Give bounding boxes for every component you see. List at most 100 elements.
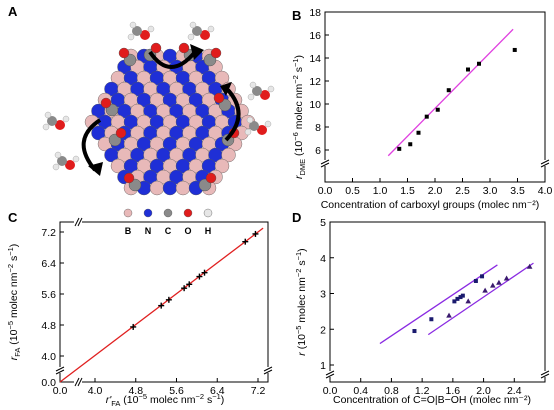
oxygen-atom xyxy=(210,47,222,59)
data-point xyxy=(196,273,203,280)
y-tick-label: 16 xyxy=(309,30,321,42)
x-tick-label: 6.4 xyxy=(210,385,225,397)
oxygen-atom xyxy=(55,120,65,130)
methanol-molecule xyxy=(127,21,155,41)
methanol-molecule xyxy=(187,21,215,41)
dme-molecule xyxy=(52,151,80,171)
axis-break-stroke xyxy=(55,366,65,372)
plot-frame xyxy=(59,221,269,383)
molecules xyxy=(42,21,275,171)
y-tick-label: 8 xyxy=(315,122,321,134)
x-tick-label: 0.0 xyxy=(323,385,338,397)
data-point xyxy=(435,107,440,112)
hydrogen-atom xyxy=(42,123,50,131)
axis-break-mask xyxy=(541,371,549,377)
data-point xyxy=(446,88,451,93)
data-point xyxy=(458,295,463,300)
y-tick-label: 4.8 xyxy=(41,320,56,332)
x-tick-label: 0.0 xyxy=(53,385,68,397)
x-tick-label: 5.6 xyxy=(169,385,184,397)
hydrogen-atom xyxy=(247,93,255,101)
legend-label: N xyxy=(145,226,152,236)
x-tick-label: 3.5 xyxy=(510,185,525,197)
data-point xyxy=(452,299,457,304)
panel-letter-d: D xyxy=(292,210,301,225)
curved-arrow-right xyxy=(224,88,241,142)
methanol-molecule xyxy=(247,81,275,101)
axis-break-stroke xyxy=(77,217,83,227)
data-point xyxy=(201,269,208,276)
hydrogen-atom xyxy=(264,120,272,128)
data-point xyxy=(526,263,533,269)
axis-break-icon xyxy=(540,370,550,379)
data-point xyxy=(429,317,434,322)
data-point xyxy=(130,323,137,330)
axis-break-icon xyxy=(320,159,330,168)
data-point xyxy=(465,298,472,304)
data-point xyxy=(473,278,478,283)
x-tick-label: 1.6 xyxy=(446,385,461,397)
data-point xyxy=(466,67,470,72)
fit-line xyxy=(427,262,534,336)
fit-line xyxy=(379,264,498,345)
carbon-atom xyxy=(132,26,142,36)
plot-frame xyxy=(329,221,546,383)
nitrogen-atom xyxy=(162,180,178,196)
plot-frame xyxy=(324,11,546,183)
axis-break-stroke xyxy=(325,373,335,379)
axis-break-stroke xyxy=(263,366,273,372)
hydrogen-atom xyxy=(72,155,80,163)
x-tick-label: 2.0 xyxy=(476,385,491,397)
y-tick-label: 2 xyxy=(320,324,326,336)
y-tick-label: 4.0 xyxy=(41,351,56,363)
x-tick-label: 1.0 xyxy=(373,185,388,197)
fit-line xyxy=(387,28,514,157)
x-axis-title-d: Concentration of C=O|B−OH (molec nm⁻²) xyxy=(333,394,531,406)
boron-atom xyxy=(175,180,191,196)
oxygen-atom xyxy=(115,127,127,139)
axis-break-stroke xyxy=(540,373,550,379)
panel-d-chart: D 0.0 0.4 0.8 1.2 1.6 2.0 2.4 1 2 3 4 5 r (10−5 mol… xyxy=(292,210,550,406)
y-tick-label: 10 xyxy=(309,99,321,111)
data-point xyxy=(503,275,510,281)
y-tick-label: 0.0 xyxy=(41,377,56,389)
axis-break-stroke xyxy=(540,370,550,376)
y-tick-label: 4 xyxy=(320,253,326,265)
axis-break-mask xyxy=(74,379,82,385)
boron-atom xyxy=(221,147,236,163)
axis-break-mask xyxy=(541,160,549,166)
legend-swatch xyxy=(143,208,153,218)
plot-c: 0.0 4.0 4.8 5.6 6.4 7.2 0.0 4.0 4.8 5.6 6.4 7.2 xyxy=(41,217,273,397)
data-point xyxy=(460,293,465,298)
hydrogen-atom xyxy=(267,85,275,93)
axis-break-mask xyxy=(321,160,329,166)
y-tick-label: 12 xyxy=(309,76,321,88)
panel-b-chart: B 0.0 0.5 1.0 1.5 2.0 2.5 3.0 3.5 4.0 6 8 10 12 14 16 1… xyxy=(291,7,552,211)
axis-break-stroke xyxy=(74,217,80,227)
hydrogen-atom xyxy=(189,21,197,29)
curved-arrow-left xyxy=(81,118,102,172)
y-tick-label: 7.2 xyxy=(41,227,56,239)
hydrogen-atom xyxy=(129,21,137,29)
x-tick-label: 2.4 xyxy=(507,385,522,397)
hydrogen-atom xyxy=(246,116,254,124)
data-point xyxy=(181,285,188,292)
oxygen-atom xyxy=(140,30,150,40)
hydrogen-atom xyxy=(44,111,52,119)
legend-label: B xyxy=(125,226,132,236)
panel-letter-b: B xyxy=(292,8,301,23)
y-axis-title-d: r (10−5 molec nm−2 s−1) xyxy=(294,248,308,355)
axis-break-stroke xyxy=(540,159,550,165)
data-point xyxy=(412,329,417,334)
carbon-atom xyxy=(57,156,67,166)
legend-swatch xyxy=(183,208,193,218)
x-tick-label: 3.0 xyxy=(483,185,498,197)
x-tick-label: 7.2 xyxy=(251,385,266,397)
axis-break-stroke xyxy=(540,162,550,168)
legend-label: C xyxy=(165,226,172,236)
oxygen-atom xyxy=(100,97,112,109)
boron-atom xyxy=(214,158,230,174)
axis-break-stroke xyxy=(320,162,330,168)
legend-swatch xyxy=(203,208,213,218)
carbon-atom xyxy=(252,86,262,96)
